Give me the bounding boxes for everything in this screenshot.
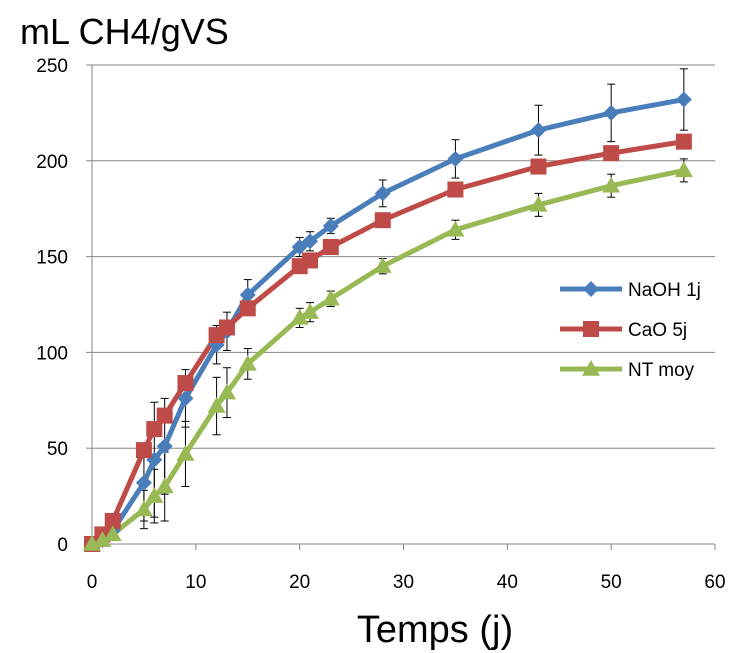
legend-item: CaO 5j xyxy=(560,320,687,341)
error-bars xyxy=(139,68,688,530)
series-1-point xyxy=(603,104,620,121)
series-3-point xyxy=(238,354,257,371)
chart-title: mL CH4/gVS xyxy=(20,11,229,52)
series-3-point xyxy=(529,195,548,212)
series-3-point xyxy=(373,257,392,273)
x-tick-label: 40 xyxy=(497,572,518,593)
series-2-point xyxy=(447,181,464,198)
legend-label: CaO 5j xyxy=(628,320,687,341)
series-3-point xyxy=(301,303,320,319)
series-1-point xyxy=(302,233,319,250)
legend-swatch-marker xyxy=(583,281,599,297)
legend-item: NaOH 1j xyxy=(560,280,701,301)
x-axis-label: Temps (j) xyxy=(357,609,513,651)
series-2-point xyxy=(135,442,152,459)
series-1-point xyxy=(177,390,194,407)
series-1-point xyxy=(239,286,256,303)
series-3-point xyxy=(103,525,122,542)
y-tick-label: 150 xyxy=(36,248,68,269)
series-2-point xyxy=(530,158,547,175)
x-tick-label: 50 xyxy=(601,572,622,593)
series-2-point xyxy=(374,212,391,229)
y-tick-label: 200 xyxy=(36,152,68,173)
y-tick-label: 50 xyxy=(47,439,68,460)
series-2-point xyxy=(675,133,692,150)
series-1-point xyxy=(322,217,339,234)
series-1-point xyxy=(374,185,391,202)
x-tick-label: 60 xyxy=(704,572,725,593)
series-2-point xyxy=(322,239,339,256)
series-1-point xyxy=(447,150,464,167)
series-3-point xyxy=(217,383,236,400)
legend-label: NaOH 1j xyxy=(628,280,701,301)
y-tick-label: 100 xyxy=(36,343,68,364)
x-tick-label: 0 xyxy=(87,572,98,593)
series-3-point xyxy=(145,487,164,503)
series-1-point xyxy=(156,438,173,455)
legend-swatch-marker xyxy=(582,360,600,376)
series-markers xyxy=(83,91,693,552)
series-2-point xyxy=(146,421,163,438)
series-1-point xyxy=(291,239,308,256)
series-2-point xyxy=(104,513,121,530)
series-3-point xyxy=(446,220,465,237)
y-tick-label: 0 xyxy=(57,535,68,556)
series-3-point xyxy=(134,500,153,517)
series-2-point xyxy=(239,300,256,317)
series-line-1 xyxy=(89,97,687,547)
series-2-point xyxy=(177,375,194,392)
series-2-point xyxy=(603,145,620,162)
series-2-point xyxy=(302,252,319,269)
x-tick-label: 30 xyxy=(393,572,414,593)
x-tick-label: 10 xyxy=(185,572,206,593)
x-axis-ticks: 0 10 20 30 40 50 60 xyxy=(87,544,726,593)
series-3-point xyxy=(602,176,621,193)
series-2-point xyxy=(218,319,235,336)
y-axis-ticks: 0 50 100 150 200 250 xyxy=(36,56,92,556)
series-3-point xyxy=(155,477,174,494)
series-3-point xyxy=(93,531,112,547)
series-3-point xyxy=(290,308,309,325)
legend-label: NT moy xyxy=(628,360,695,381)
series-3-point xyxy=(176,444,195,461)
series-3-point xyxy=(674,161,693,178)
legend-item: NT moy xyxy=(560,360,695,381)
series-line-2 xyxy=(89,139,687,547)
series-1-point xyxy=(135,474,152,491)
legend: NaOH 1j CaO 5j NT moy xyxy=(560,280,701,381)
legend-swatch-marker xyxy=(583,321,599,337)
series-3-point xyxy=(321,289,340,306)
series-1-point xyxy=(530,122,547,139)
series-1-point xyxy=(675,91,692,108)
series-3-point xyxy=(207,397,226,413)
series-2-point xyxy=(156,407,173,424)
y-tick-label: 250 xyxy=(36,56,68,77)
x-tick-label: 20 xyxy=(289,572,310,593)
